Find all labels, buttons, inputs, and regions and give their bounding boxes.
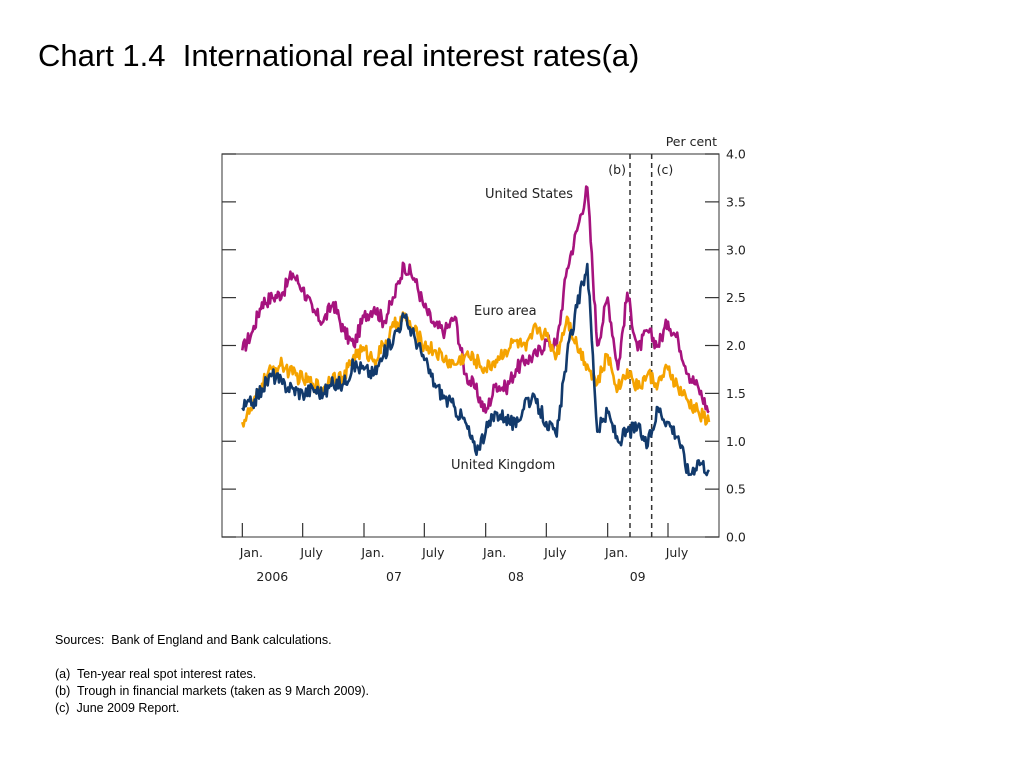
series-line-euro-area [241,311,711,428]
x-tick-label: July [665,545,689,560]
y-tick-label: 4.0 [726,147,746,162]
x-tick-label: July [299,545,323,560]
plot-frame [221,153,720,538]
y-tick-label: 3.5 [726,194,746,209]
y-axis: 0.0 0.5 1.0 1.5 2.0 2.5 3.0 3.5 4.0 [222,147,746,545]
x-year-label: 2006 [256,569,288,584]
series-label-us: United States [485,187,573,202]
y-tick-label: 0.5 [726,482,746,497]
x-tick-label: Jan. [239,545,263,560]
footnote-c: (c) June 2009 Report. [55,701,180,715]
x-year-label: 09 [630,569,646,584]
series-label-euro: Euro area [474,304,537,319]
sources-note: Sources: Bank of England and Bank calcul… [55,633,332,647]
series-line-united-kingdom [241,262,711,477]
x-tick-label: July [543,545,567,560]
line-chart: 0.00.51.01.52.02.53.03.54.0 Jan. July Jan.… [221,134,746,584]
x-year-label: 08 [508,569,524,584]
series-label-uk: United Kingdom [451,458,555,473]
x-tick-label: July [421,545,445,560]
reference-line-label: (b) [608,162,626,177]
series-group [241,185,711,477]
x-axis: Jan. July Jan. July Jan. July Jan. July 2006 07 08… [239,523,689,584]
series-line-united-states [241,185,710,414]
x-tick-label: Jan. [360,545,384,560]
y-tick-label: 0.0 [726,530,746,545]
footnote-a: (a) Ten-year real spot interest rates. [55,667,257,681]
notes: Sources: Bank of England and Bank calcul… [55,632,369,717]
page-title: Chart 1.4 International real interest ra… [38,38,640,73]
y-tick-label: 3.0 [726,242,746,257]
y-tick-label: 1.5 [726,386,746,401]
y-axis-label: Per cent [666,134,717,149]
y-tick-label: 2.5 [726,290,746,305]
y-tick-label: 1.0 [726,434,746,449]
x-year-label: 07 [386,569,402,584]
x-tick-label: Jan. [482,545,506,560]
footnote-b: (b) Trough in financial markets (taken a… [55,684,370,698]
x-tick-label: Jan. [604,545,628,560]
reference-line-label: (c) [657,162,674,177]
reference-lines: (b) (c) [608,154,673,537]
y-tick-label: 2.0 [726,338,746,353]
